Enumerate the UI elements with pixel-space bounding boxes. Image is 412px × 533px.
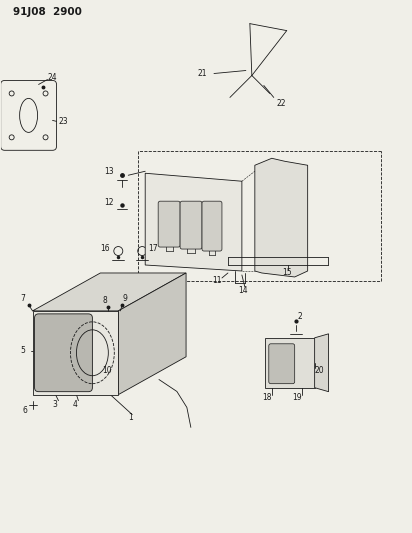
Text: 7: 7 — [21, 294, 26, 303]
Text: 91J08  2900: 91J08 2900 — [13, 7, 82, 17]
Text: 11: 11 — [212, 277, 222, 286]
Polygon shape — [33, 311, 118, 394]
FancyBboxPatch shape — [35, 314, 92, 392]
Text: 8: 8 — [102, 296, 107, 305]
Text: 23: 23 — [59, 117, 68, 126]
Polygon shape — [118, 273, 186, 394]
Text: 10: 10 — [102, 366, 112, 375]
Polygon shape — [33, 273, 186, 311]
Polygon shape — [145, 173, 242, 271]
Polygon shape — [255, 158, 308, 277]
Text: 22: 22 — [277, 99, 286, 108]
FancyBboxPatch shape — [158, 201, 180, 247]
FancyBboxPatch shape — [202, 201, 222, 251]
Text: 19: 19 — [292, 393, 301, 402]
Text: 12: 12 — [104, 198, 114, 207]
Circle shape — [279, 182, 285, 188]
Text: 21: 21 — [197, 69, 206, 78]
Text: 20: 20 — [315, 366, 324, 375]
Text: 14: 14 — [238, 286, 248, 295]
Polygon shape — [265, 338, 315, 387]
Text: 17: 17 — [148, 244, 158, 253]
Circle shape — [279, 242, 285, 248]
FancyBboxPatch shape — [180, 201, 202, 249]
Text: 24: 24 — [47, 73, 57, 82]
Text: 6: 6 — [23, 406, 28, 415]
Text: 15: 15 — [282, 269, 291, 278]
Text: 18: 18 — [262, 393, 272, 402]
Text: 3: 3 — [52, 400, 57, 409]
Text: 5: 5 — [21, 346, 26, 356]
FancyBboxPatch shape — [269, 344, 295, 384]
Polygon shape — [315, 334, 329, 392]
Text: 4: 4 — [73, 400, 77, 409]
Text: 1: 1 — [128, 413, 133, 422]
Text: 9: 9 — [122, 294, 127, 303]
Text: 13: 13 — [104, 167, 114, 176]
Text: 2: 2 — [298, 312, 302, 321]
Text: 16: 16 — [101, 244, 110, 253]
